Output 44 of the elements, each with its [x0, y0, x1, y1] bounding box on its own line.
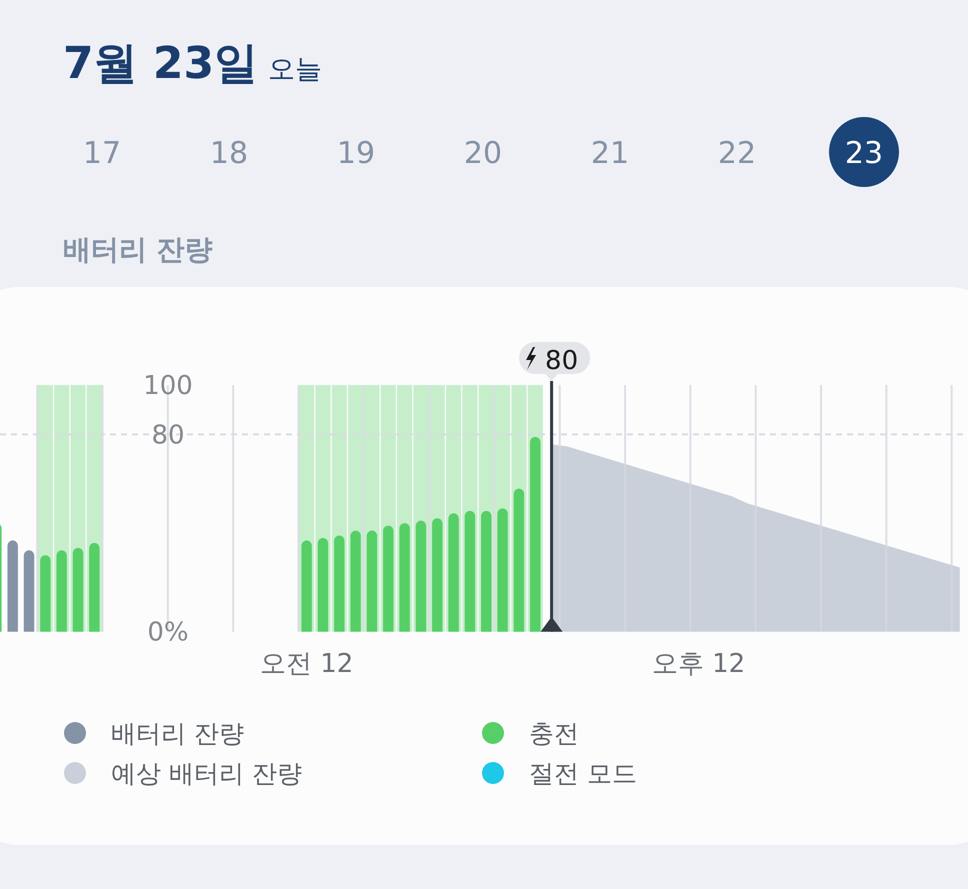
bar	[530, 436, 540, 632]
bar	[497, 508, 508, 632]
bar	[481, 510, 492, 632]
text: 배터리 잔량	[63, 233, 213, 266]
y-tick-label: 100	[143, 371, 193, 401]
bar	[7, 540, 18, 632]
text: 21	[590, 136, 630, 171]
x-tick-label: 오전 12	[260, 649, 354, 679]
bar	[301, 540, 312, 632]
x-tick-label: 오후 12	[652, 649, 746, 679]
text: 18	[210, 136, 248, 171]
bar	[448, 513, 459, 632]
legend-item: 배터리 잔량	[64, 719, 244, 748]
bar	[40, 555, 51, 632]
text: 23	[844, 136, 884, 171]
text: 20	[464, 136, 502, 171]
bar	[416, 520, 426, 632]
bar	[366, 530, 378, 632]
bar	[24, 550, 34, 632]
text: 19	[336, 136, 376, 171]
legend-label: 배터리 잔량	[111, 719, 244, 748]
bar	[383, 526, 394, 632]
bar	[72, 548, 84, 632]
y-tick-label: 80	[151, 420, 185, 450]
bar	[56, 550, 67, 632]
bar	[432, 518, 442, 632]
legend-item: 예상 배터리 잔량	[64, 759, 302, 788]
legend-label: 예상 배터리 잔량	[111, 759, 302, 788]
text: 22	[718, 136, 756, 171]
y-tick-label: 0%	[147, 618, 189, 648]
bar	[350, 530, 361, 632]
bar	[514, 488, 524, 632]
bar	[464, 510, 476, 632]
legend-item: 절전 모드	[482, 759, 637, 788]
text: 17	[82, 136, 122, 171]
legend-item: 충전	[482, 719, 579, 748]
bar	[89, 542, 100, 632]
chart-title: 7월 23일	[63, 38, 258, 89]
legend-label: 절전 모드	[529, 759, 637, 788]
bar	[399, 523, 410, 632]
bar	[334, 535, 345, 632]
chart-subtitle: 오늘	[268, 54, 322, 85]
bar	[318, 538, 328, 632]
legend-label: 충전	[529, 719, 579, 748]
